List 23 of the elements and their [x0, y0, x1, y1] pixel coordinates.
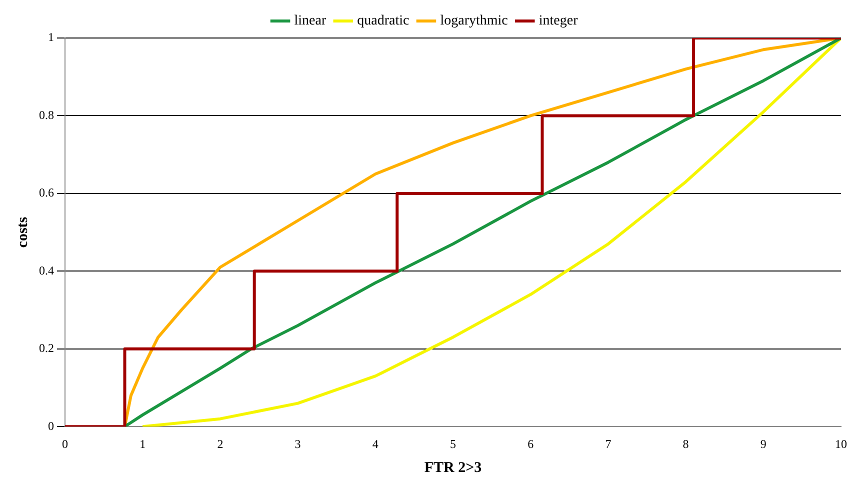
x-tick-label: 3	[294, 436, 301, 451]
x-tick-label: 9	[760, 436, 766, 451]
y-tick-label: 0	[48, 418, 54, 433]
x-tick-label: 6	[528, 436, 534, 451]
y-tick-label: 1	[48, 30, 54, 44]
x-tick-label: 0	[62, 436, 68, 451]
y-tick-label: 0.8	[39, 108, 54, 122]
legend-label: quadratic	[357, 14, 410, 29]
legend-label: linear	[294, 14, 326, 29]
x-tick-label: 4	[372, 436, 378, 451]
y-tick-label: 0.6	[39, 186, 54, 200]
legend-label: integer	[538, 14, 578, 29]
x-tick-label: 5	[450, 436, 456, 451]
x-axis-title: FTR 2>3	[424, 460, 482, 476]
y-axis-title: costs	[14, 216, 31, 248]
x-tick-label: 8	[682, 436, 689, 451]
x-tick-label: 10	[835, 436, 847, 451]
x-tick-label: 7	[605, 436, 612, 451]
x-tick-label: 2	[217, 436, 224, 451]
y-tick-label: 0.4	[39, 263, 54, 278]
y-tick-label: 0.2	[39, 341, 54, 356]
legend-label: logarythmic	[440, 14, 508, 29]
x-tick-label: 1	[140, 436, 146, 451]
